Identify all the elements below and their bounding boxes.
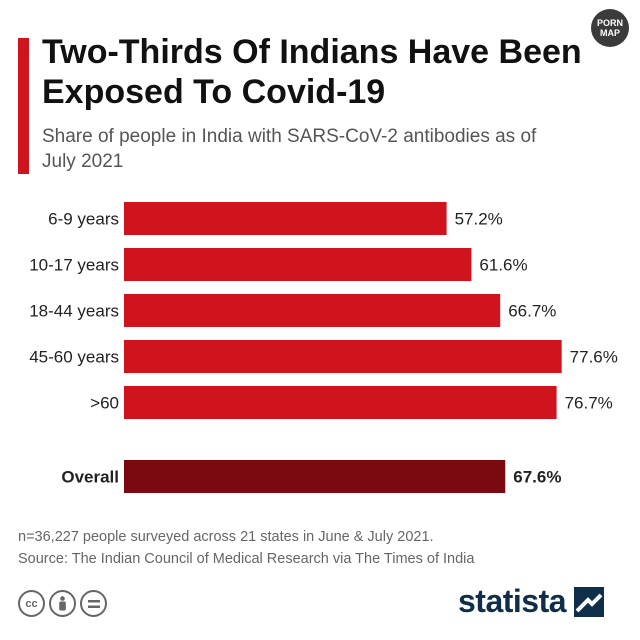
statista-mark-icon (574, 586, 605, 617)
value-label-1: 61.6% (479, 256, 527, 275)
bar-1 (124, 248, 472, 281)
statista-wordmark: statista (458, 583, 567, 619)
value-label-5: 67.6% (513, 468, 561, 487)
no-derivatives-icon[interactable] (80, 590, 107, 617)
bar-4 (124, 386, 557, 419)
value-label-0: 57.2% (455, 210, 503, 229)
bar-2 (124, 294, 501, 327)
chart-title: Two-Thirds Of Indians Have Been Exposed … (42, 33, 582, 111)
category-label-1: 10-17 years (29, 256, 119, 275)
title-accent-bar (18, 38, 29, 174)
category-label-3: 45-60 years (29, 348, 119, 367)
value-label-2: 66.7% (508, 302, 556, 321)
category-label-4: >60 (90, 394, 119, 413)
bar-3 (124, 340, 562, 373)
source-note: Source: The Indian Council of Medical Re… (18, 551, 475, 567)
sample-note: n=36,227 people surveyed across 21 state… (18, 529, 434, 545)
category-label-5: Overall (61, 468, 119, 487)
value-label-4: 76.7% (565, 394, 613, 413)
bar-chart: 6-9 years 57.2% 10-17 years 61.6% 18-44 year… (29, 202, 618, 493)
attribution-icon[interactable] (49, 590, 76, 617)
category-label-0: 6-9 years (48, 210, 119, 229)
value-label-3: 77.6% (570, 348, 618, 367)
cc-icon[interactable]: cc (18, 590, 45, 617)
license-icons: cc (18, 590, 107, 617)
bar-0 (124, 202, 447, 235)
bar-5 (124, 460, 506, 493)
category-label-2: 18-44 years (29, 302, 119, 321)
statista-logo[interactable]: statista (458, 583, 605, 620)
badge-logo: PORN MAP (591, 9, 629, 47)
chart-subtitle: Share of people in India with SARS-CoV-2… (42, 126, 537, 172)
